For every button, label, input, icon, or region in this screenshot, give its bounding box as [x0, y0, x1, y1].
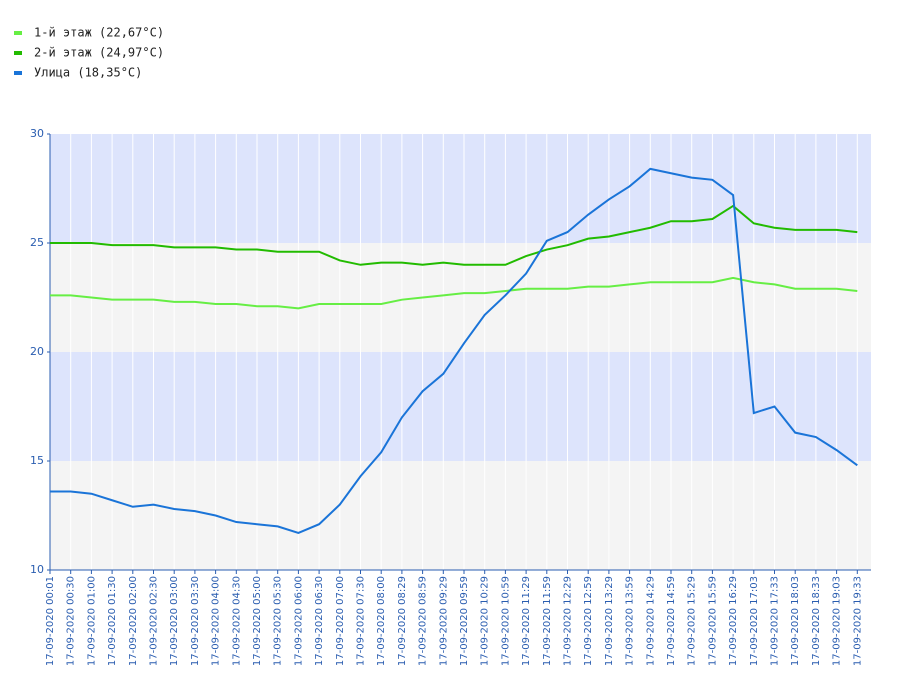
x-tick-label: 17-09-2020 15:29: [687, 576, 698, 666]
legend-swatch: [14, 71, 22, 75]
y-tick-label: 20: [30, 345, 44, 358]
x-tick-label: 17-09-2020 08:59: [418, 576, 429, 666]
legend-label: 2-й этаж (24,97°C): [34, 46, 164, 60]
x-tick-label: 17-09-2020 10:59: [500, 576, 511, 666]
x-tick-label: 17-09-2020 12:59: [583, 576, 594, 666]
x-tick-label: 17-09-2020 13:29: [604, 576, 615, 666]
y-tick-label: 25: [30, 236, 44, 249]
x-tick-label: 17-09-2020 13:59: [625, 576, 636, 666]
y-tick-label: 15: [30, 454, 44, 467]
x-tick-label: 17-09-2020 18:33: [811, 576, 822, 666]
x-tick-label: 17-09-2020 05:30: [273, 576, 284, 666]
series-line: [50, 204, 858, 266]
x-tick-label: 17-09-2020 11:59: [542, 576, 553, 666]
plot-band: [50, 134, 871, 243]
x-tick-label: 17-09-2020 19:33: [852, 576, 863, 666]
legend-label: 1-й этаж (22,67°C): [34, 26, 164, 40]
x-tick-label: 17-09-2020 05:00: [252, 576, 263, 666]
x-tick-label: 17-09-2020 12:29: [563, 576, 574, 666]
x-tick-label: 17-09-2020 00:30: [66, 576, 77, 666]
x-tick-label: 17-09-2020 08:29: [397, 576, 408, 666]
x-tick-label: 17-09-2020 06:00: [293, 576, 304, 666]
x-tick-label: 17-09-2020 17:03: [749, 576, 760, 666]
x-tick-label: 17-09-2020 01:00: [86, 576, 97, 666]
legend-swatch: [14, 51, 22, 55]
x-tick-label: 17-09-2020 07:30: [356, 576, 367, 666]
x-tick-label: 17-09-2020 03:30: [190, 576, 201, 666]
legend-label: Улица (18,35°C): [34, 66, 142, 80]
x-tick-label: 17-09-2020 08:00: [376, 576, 387, 666]
x-tick-label: 17-09-2020 04:30: [231, 576, 242, 666]
x-tick-label: 17-09-2020 19:03: [832, 576, 843, 666]
x-tick-label: 17-09-2020 10:29: [480, 576, 491, 666]
x-tick-label: 17-09-2020 02:00: [128, 576, 139, 666]
x-tick-label: 17-09-2020 15:59: [707, 576, 718, 666]
legend-swatch: [14, 31, 22, 35]
x-tick-label: 17-09-2020 04:00: [211, 576, 222, 666]
x-tick-label: 17-09-2020 03:00: [169, 576, 180, 666]
x-tick-label: 17-09-2020 00:01: [45, 576, 56, 666]
x-tick-label: 17-09-2020 14:59: [666, 576, 677, 666]
series-line: [50, 167, 858, 535]
x-tick-label: 17-09-2020 16:29: [728, 576, 739, 666]
plot-band: [50, 352, 871, 461]
y-tick-label: 10: [30, 563, 44, 576]
x-tick-label: 17-09-2020 18:03: [790, 576, 801, 666]
plot-band: [50, 243, 871, 352]
x-tick-label: 17-09-2020 17:33: [770, 576, 781, 666]
x-tick-label: 17-09-2020 01:30: [107, 576, 118, 666]
plot-band: [50, 461, 871, 570]
x-tick-label: 17-09-2020 11:29: [521, 576, 532, 666]
x-tick-label: 17-09-2020 02:30: [149, 576, 160, 666]
x-tick-label: 17-09-2020 09:29: [438, 576, 449, 666]
series-line: [50, 276, 858, 310]
x-tick-label: 17-09-2020 14:29: [645, 576, 656, 666]
x-tick-label: 17-09-2020 07:00: [335, 576, 346, 666]
x-tick-label: 17-09-2020 06:30: [314, 576, 325, 666]
y-tick-label: 30: [30, 127, 44, 140]
x-tick-label: 17-09-2020 09:59: [459, 576, 470, 666]
